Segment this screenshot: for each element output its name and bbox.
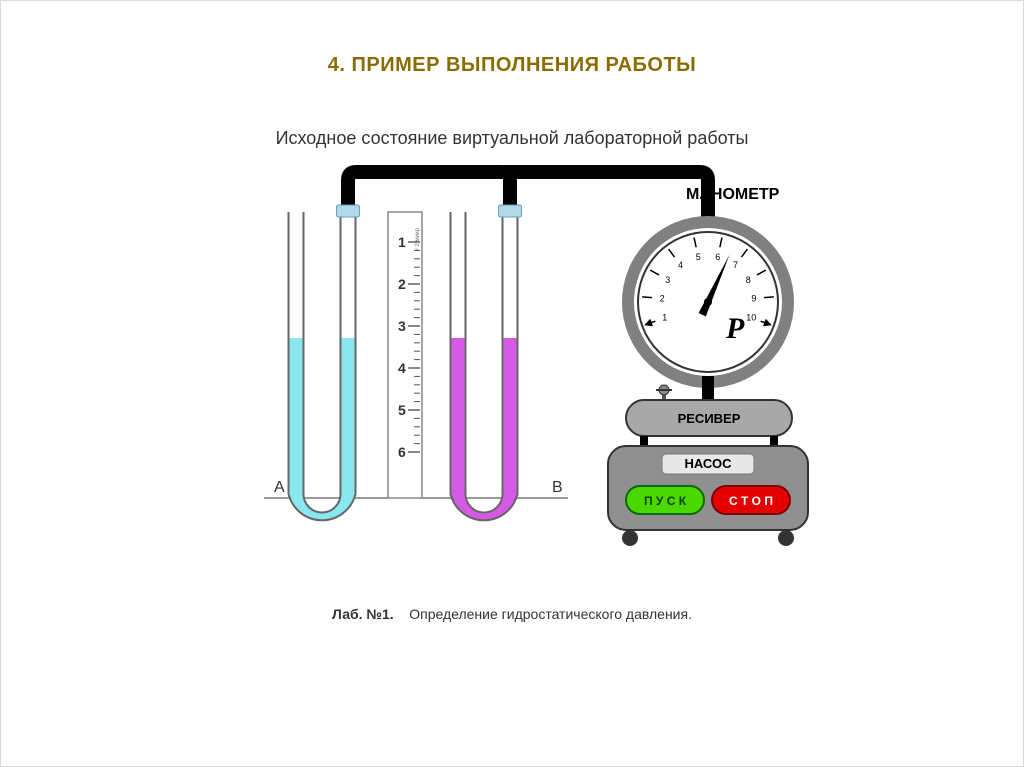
ruler: × 2 микр 1 2 3 4 5 6 [388, 212, 422, 498]
ruler-unit: × 2 микр [415, 227, 421, 251]
caption-text: Определение гидростатического давления. [409, 606, 692, 622]
gauge-tick: 1 [662, 313, 667, 323]
ruler-tick-label: 2 [398, 276, 406, 292]
u-tube-B-cap [499, 205, 522, 217]
figure-caption: Лаб. №1. Определение гидростатического д… [0, 606, 1024, 622]
gauge-tick: 5 [696, 252, 701, 262]
receiver: РЕСИВЕР [626, 400, 792, 448]
receiver-label: РЕСИВЕР [678, 411, 741, 426]
pump-label: НАСОС [684, 456, 732, 471]
label-B: B [552, 479, 563, 496]
subtitle: Исходное состояние виртуальной лаборатор… [0, 128, 1024, 149]
manometer-gauge: 1 234 5 6 789 10P [628, 222, 788, 404]
pump: НАСОС П У С К С Т О П [608, 446, 808, 546]
gauge-letter: P [725, 312, 745, 345]
diagram-svg: AB× 2 микр12345612345678910PРЕСИВЕРНАСОС… [228, 150, 848, 590]
ruler-tick-label: 3 [398, 318, 406, 334]
caption-prefix: Лаб. №1. [332, 606, 394, 622]
pipe-A-to-B [348, 172, 510, 205]
stop-button-label: С Т О П [729, 494, 773, 508]
gauge-tick: 4 [678, 260, 683, 270]
u-tube-A [289, 205, 360, 520]
pipe-to-manometer [504, 172, 708, 220]
pump-foot [622, 530, 638, 546]
u-tube-A-cap [337, 205, 360, 217]
gauge-tick: 3 [665, 275, 670, 285]
ruler-tick-label: 5 [398, 402, 406, 418]
gauge-tick: 9 [751, 293, 756, 303]
ruler-tick-label: 4 [398, 360, 406, 376]
gauge-tick: 6 [715, 252, 720, 262]
ruler-tick-label: 6 [398, 444, 406, 460]
slide: 4. ПРИМЕР ВЫПОЛНЕНИЯ РАБОТЫ Исходное сос… [0, 0, 1024, 767]
label-A: A [274, 479, 285, 496]
ruler-tick-label: 1 [398, 234, 406, 250]
gauge-tick: 2 [660, 293, 665, 303]
u-tube-B [451, 205, 522, 520]
apparatus-diagram: AB× 2 микр12345612345678910PРЕСИВЕРНАСОС… [228, 150, 848, 590]
gauge-tick: 8 [746, 275, 751, 285]
start-button-label: П У С К [644, 494, 687, 508]
gauge-tick: 10 [746, 313, 756, 323]
page-title: 4. ПРИМЕР ВЫПОЛНЕНИЯ РАБОТЫ [0, 54, 1024, 77]
pump-foot [778, 530, 794, 546]
gauge-tick: 7 [733, 260, 738, 270]
